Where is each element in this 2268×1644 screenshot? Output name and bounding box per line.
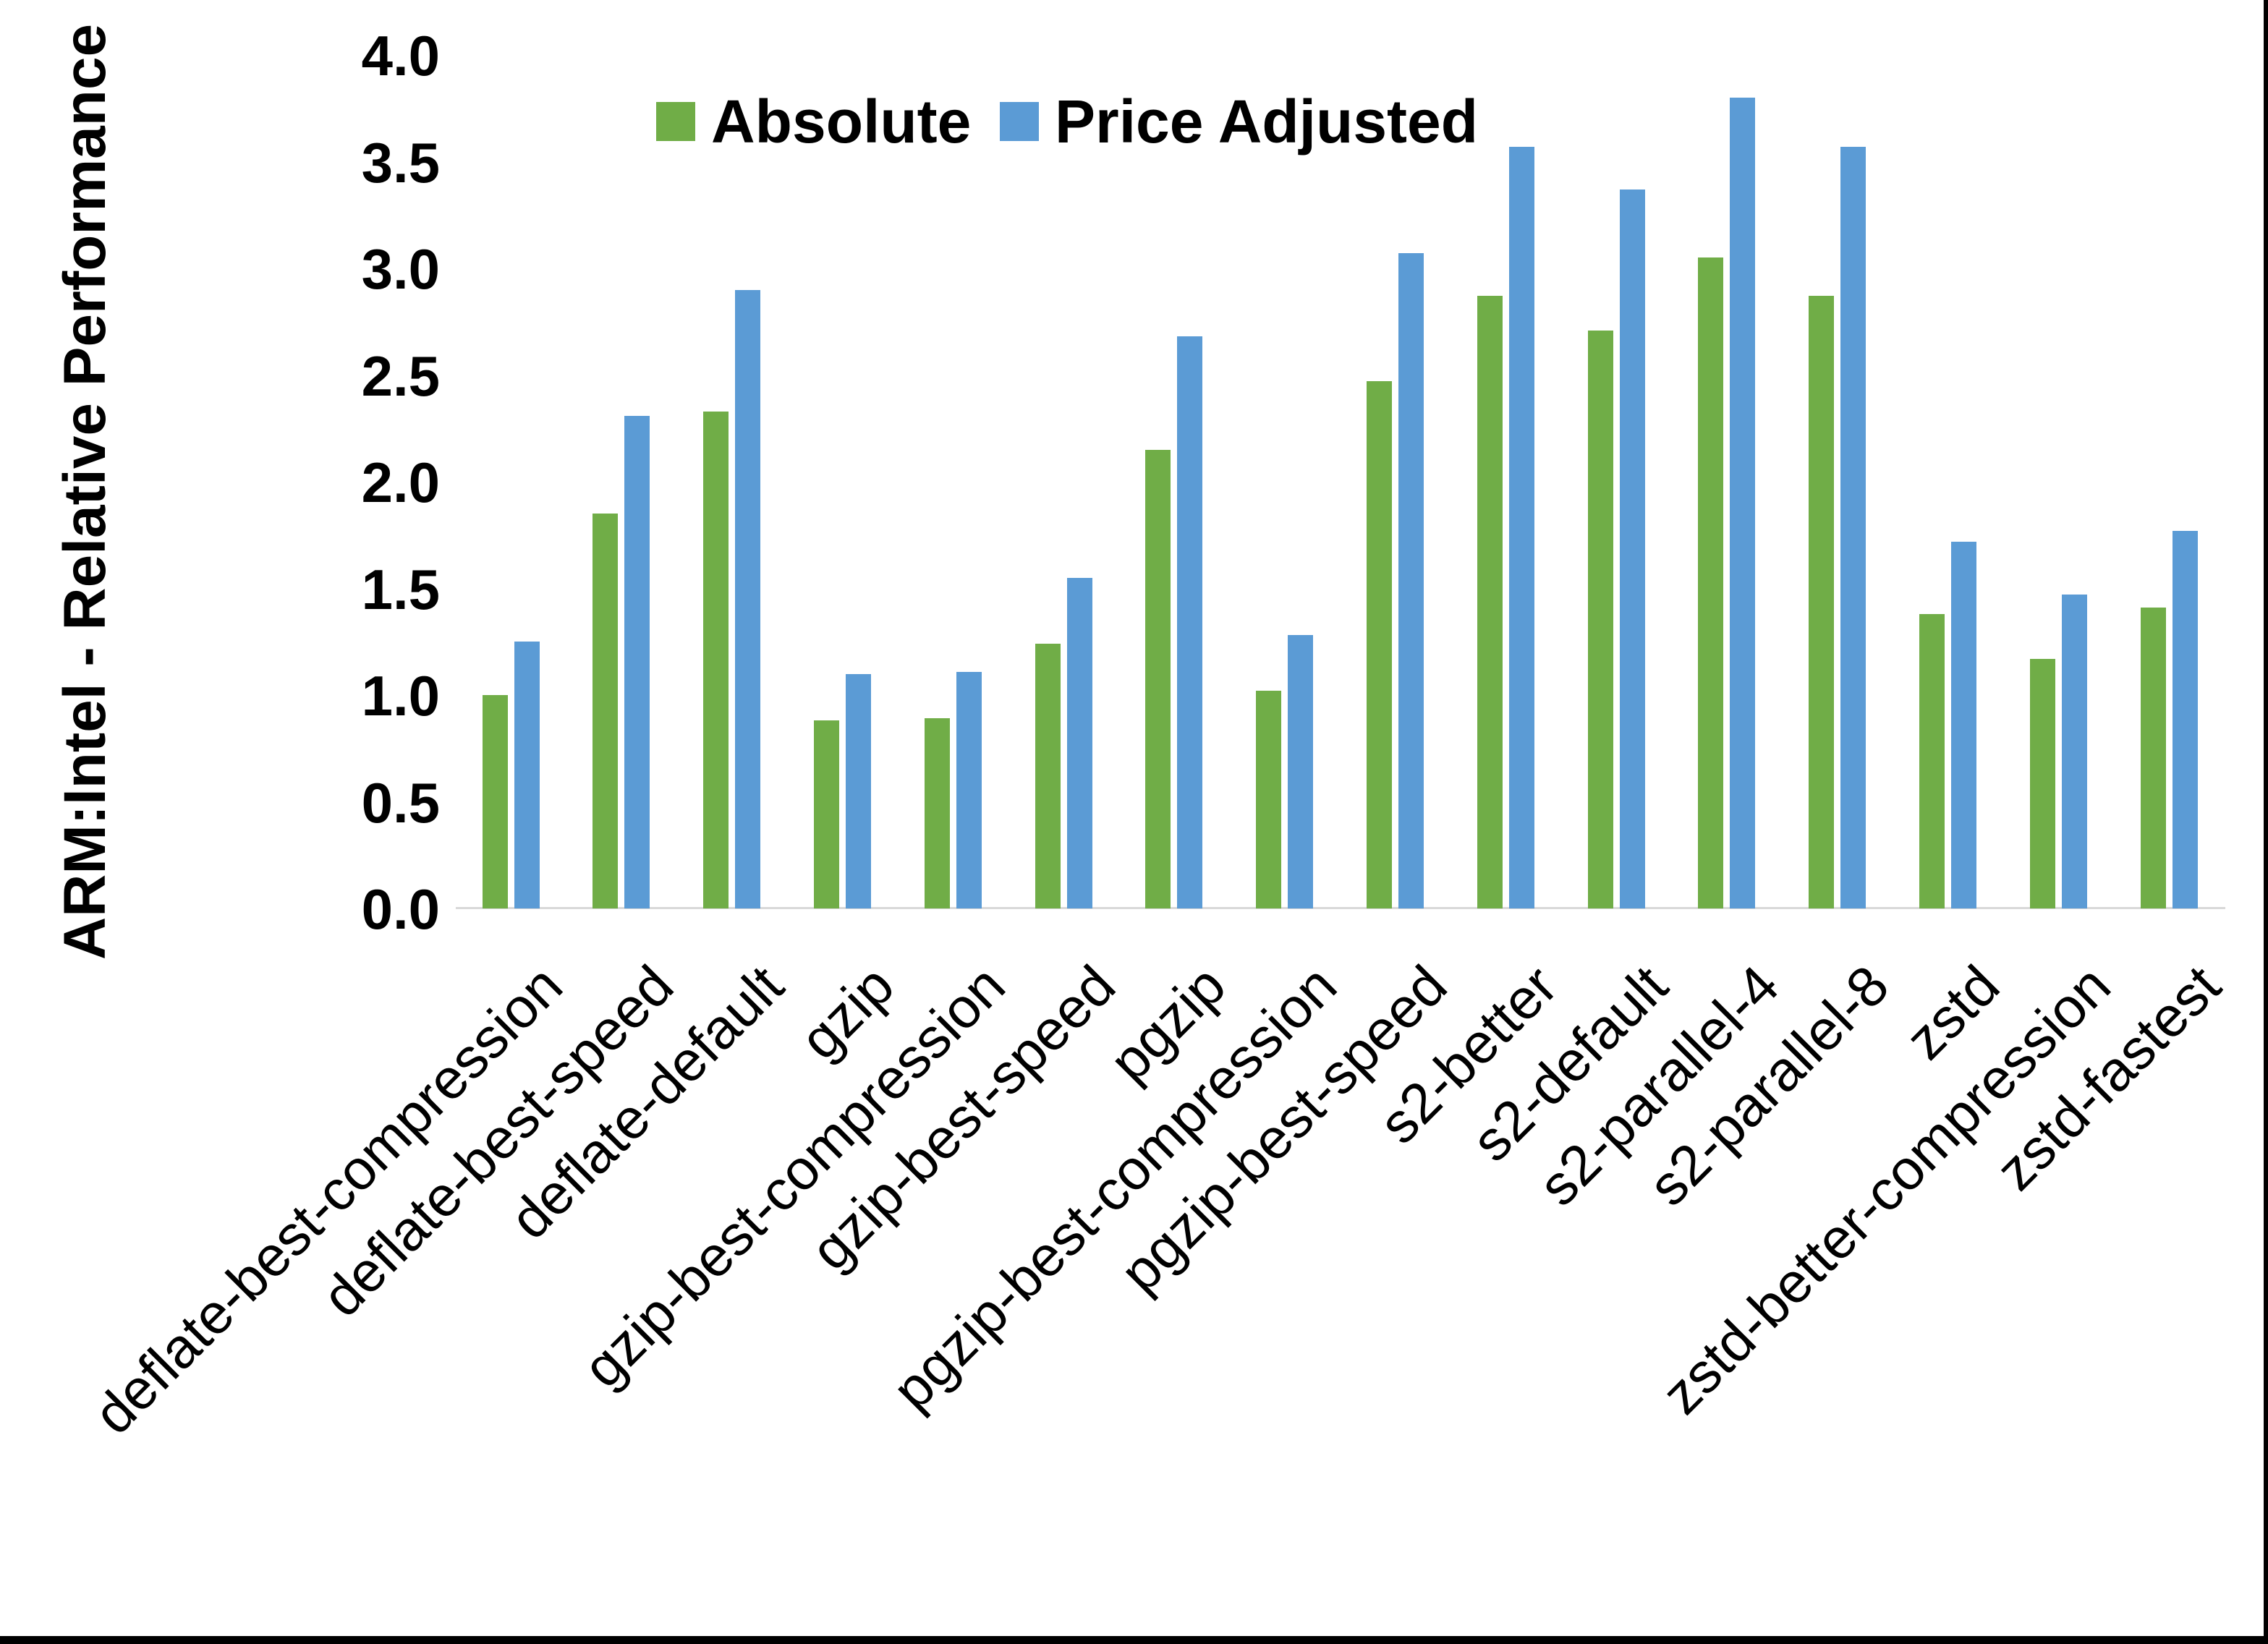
bar-price-adjusted-deflate-best-compression — [514, 642, 540, 908]
bar-price-adjusted-gzip-best-compression — [956, 671, 982, 908]
bar-price-adjusted-deflate-best-speed — [624, 415, 650, 908]
bar-price-adjusted-gzip-best-speed — [1066, 577, 1092, 908]
y-tick-label-3.5: 3.5 — [361, 130, 440, 195]
legend-label-price-adjusted: Price Adjusted — [1055, 88, 1479, 156]
y-tick-label-4.0: 4.0 — [361, 24, 440, 88]
y-tick-label-1.0: 1.0 — [361, 664, 440, 728]
legend-label-absolute: Absolute — [711, 88, 972, 156]
bar-absolute-s2-default — [1587, 330, 1613, 908]
legend-swatch-absolute-icon — [656, 102, 695, 141]
bar-absolute-zstd-better-compression — [2029, 658, 2055, 908]
right-border — [2264, 0, 2268, 1644]
y-tick-label-0.5: 0.5 — [361, 770, 440, 835]
bar-price-adjusted-pgzip-best-speed — [1398, 253, 1424, 908]
legend-item-absolute: Absolute — [656, 91, 971, 152]
bar-absolute-pgzip-best-speed — [1366, 381, 1392, 908]
bar-price-adjusted-s2-better — [1508, 146, 1534, 908]
bar-absolute-zstd-fastest — [2140, 608, 2166, 908]
bar-absolute-s2-better — [1477, 296, 1503, 908]
bar-price-adjusted-s2-default — [1619, 189, 1645, 908]
bottom-border — [0, 1636, 2268, 1644]
legend-item-price-adjusted: Price Adjusted — [1000, 91, 1478, 152]
bar-price-adjusted-zstd — [1950, 541, 1976, 908]
y-tick-label-2.0: 2.0 — [361, 451, 440, 514]
bar-price-adjusted-s2-parallel-8 — [1840, 146, 1866, 908]
bar-absolute-pgzip-best-compression — [1256, 691, 1282, 908]
bar-absolute-zstd — [1919, 613, 1945, 908]
bar-absolute-s2-parallel-8 — [1809, 296, 1835, 908]
bar-price-adjusted-zstd-better-compression — [2061, 595, 2087, 908]
legend-swatch-price-adjusted-icon — [1000, 102, 1039, 141]
bar-price-adjusted-pgzip-best-compression — [1288, 635, 1314, 908]
plot-area — [456, 56, 2225, 909]
bar-absolute-deflate-best-speed — [593, 514, 619, 908]
bar-absolute-gzip-best-speed — [1035, 644, 1061, 908]
x-axis-line — [456, 907, 2225, 909]
bar-absolute-pgzip — [1145, 449, 1171, 908]
y-tick-label-0.0: 0.0 — [361, 877, 440, 941]
bar-price-adjusted-zstd-fastest — [2172, 530, 2198, 908]
y-tick-label-3.0: 3.0 — [361, 237, 440, 301]
y-tick-label-2.5: 2.5 — [361, 344, 440, 408]
bar-absolute-deflate-default — [703, 411, 729, 908]
bar-absolute-deflate-best-compression — [482, 695, 508, 908]
bar-absolute-gzip — [813, 720, 839, 908]
bar-price-adjusted-deflate-default — [735, 289, 761, 908]
bar-price-adjusted-s2-parallel-4 — [1730, 98, 1756, 908]
bar-price-adjusted-gzip — [845, 673, 871, 908]
bar-absolute-gzip-best-compression — [924, 718, 950, 908]
x-category-label-deflate-best-compression: deflate-best-compression — [81, 953, 575, 1447]
bar-price-adjusted-pgzip — [1177, 336, 1203, 908]
bar-absolute-s2-parallel-4 — [1698, 257, 1724, 908]
y-tick-label-1.5: 1.5 — [361, 557, 440, 621]
